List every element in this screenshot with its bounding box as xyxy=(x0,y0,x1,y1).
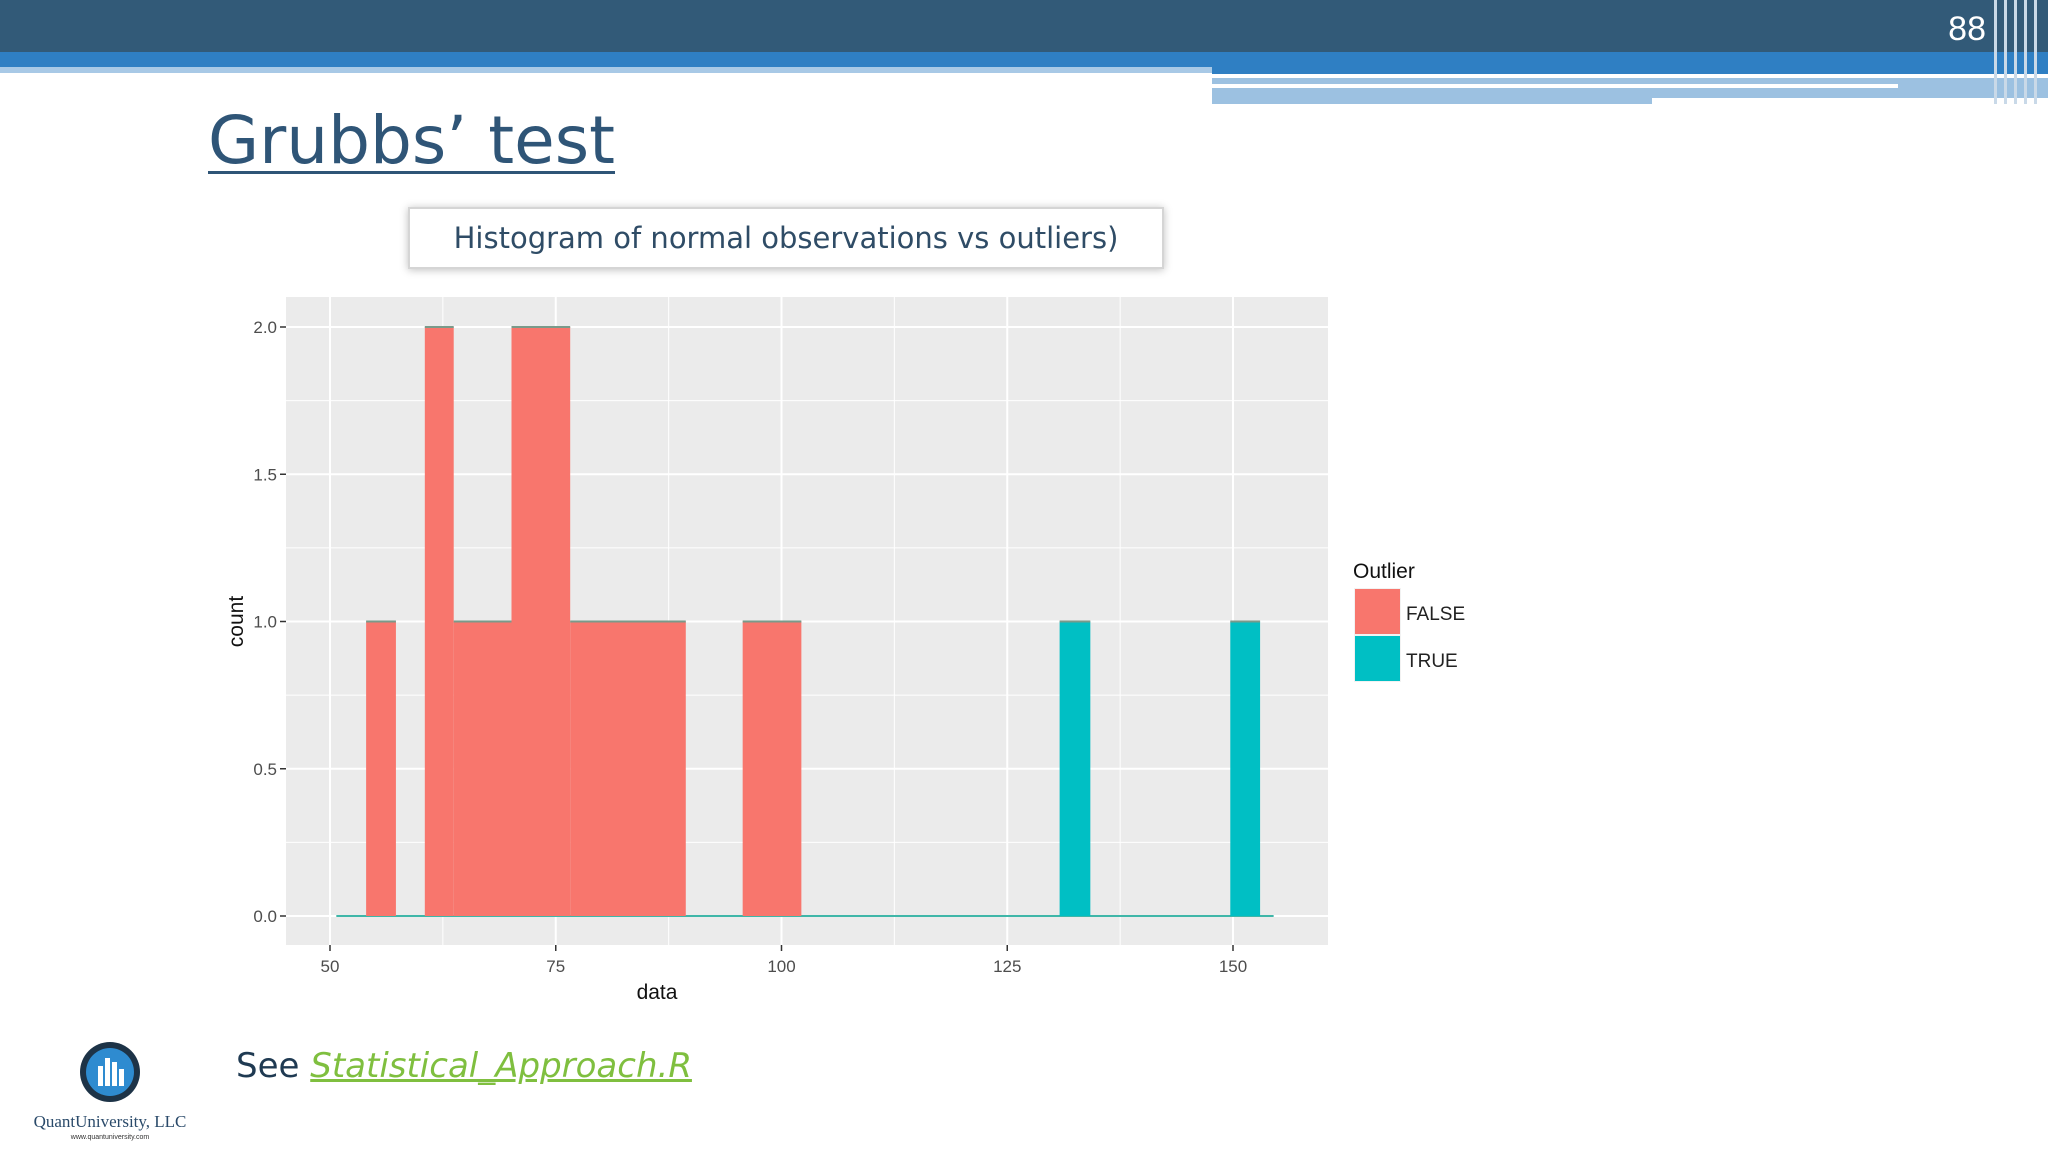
histogram-bar-false xyxy=(570,621,686,916)
x-axis-title: data xyxy=(637,981,678,1004)
logo-name: QuantUniversity, LLC xyxy=(33,1112,187,1131)
header-decor-bar xyxy=(2014,0,2017,104)
header-decor-bar xyxy=(2024,0,2027,104)
x-tick-label: 150 xyxy=(1219,957,1247,976)
x-tick-label: 125 xyxy=(993,957,1021,976)
script-link[interactable]: Statistical_Approach.R xyxy=(310,1046,692,1086)
histogram-chart: 0.0 0.5 1.0 1.5 2.0 50 75 100 125 150 data count Out… xyxy=(225,297,1465,1004)
header-right-white-line xyxy=(1652,98,2048,106)
logo-emblem-icon xyxy=(80,1042,140,1102)
header-decor-bar xyxy=(2034,0,2037,104)
histogram-bar-false xyxy=(511,327,571,916)
y-tick-label: 1.0 xyxy=(253,613,277,632)
y-tick-label: 0.5 xyxy=(253,760,277,779)
y-tick-label: 1.5 xyxy=(253,465,277,484)
histogram-bar-false xyxy=(453,621,512,916)
chart-caption: Histogram of normal observations vs outl… xyxy=(453,221,1119,255)
footer-prefix: See xyxy=(236,1046,311,1086)
quantuniversity-logo: QuantUniversity, LLC www.quantuniversity… xyxy=(22,1036,198,1146)
histogram-bar-true xyxy=(1059,621,1091,916)
histogram-bar-true xyxy=(1230,621,1261,916)
header-decor-bar xyxy=(1994,0,1997,104)
histogram-bar-false xyxy=(424,327,454,916)
footer-reference: See Statistical_Approach.R xyxy=(236,1046,692,1086)
x-tick-label: 50 xyxy=(321,957,340,976)
x-tick-label: 100 xyxy=(767,957,795,976)
histogram-bar-false xyxy=(742,621,802,916)
y-tick-label: 0.0 xyxy=(253,907,277,926)
header-band xyxy=(0,0,2048,52)
logo-url: www.quantuniversity.com xyxy=(70,1134,150,1141)
header-white-area xyxy=(0,73,1212,153)
legend-title: Outlier xyxy=(1353,560,1415,583)
legend-swatch-false xyxy=(1355,589,1400,634)
slide-number: 88 xyxy=(1948,10,1986,48)
legend-label-true: TRUE xyxy=(1406,651,1458,672)
legend-label-false: FALSE xyxy=(1406,604,1465,625)
legend-swatch-true xyxy=(1355,636,1400,681)
y-tick-label: 2.0 xyxy=(253,318,277,337)
x-tick-label: 75 xyxy=(546,957,565,976)
header-right-line xyxy=(1212,84,1898,88)
slide-title: Grubbs’ test xyxy=(208,102,615,179)
y-axis-title: count xyxy=(225,596,248,648)
chart-caption-box: Histogram of normal observations vs outl… xyxy=(408,207,1164,269)
header-decor-bar xyxy=(2004,0,2007,104)
histogram-bar-false xyxy=(366,621,396,916)
header-light-stripe xyxy=(0,67,1212,76)
